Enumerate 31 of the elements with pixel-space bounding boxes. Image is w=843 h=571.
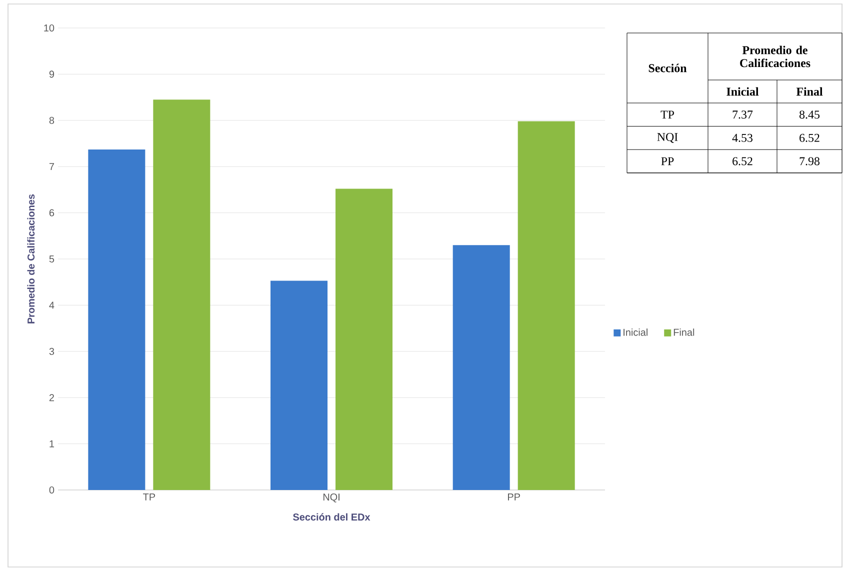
text: Inicial — [726, 87, 759, 96]
y-tick-label: 4 — [49, 302, 54, 309]
text: 7.37 — [732, 110, 753, 119]
legend-label: Final — [674, 328, 694, 336]
text: 4.53 — [732, 134, 752, 142]
legend-label: Inicial — [624, 328, 648, 336]
y-tick-label: 1 — [50, 440, 54, 448]
y-tick-label: 6 — [49, 209, 54, 216]
y-tick-label: 0 — [49, 486, 54, 494]
text: 6.52 — [732, 157, 752, 166]
y-tick-label: 10 — [44, 24, 54, 32]
text: Sección — [648, 64, 687, 72]
x-tick-label: NQI — [323, 494, 340, 502]
x-tick-label: TP — [143, 494, 156, 500]
y-tick-label: 2 — [49, 394, 54, 402]
text: Final — [796, 87, 823, 96]
text: 7.98 — [800, 157, 820, 166]
y-tick-label: 9 — [49, 70, 54, 78]
category-label: PP — [661, 157, 674, 166]
text: 8.45 — [799, 110, 820, 119]
y-tick-label: 5 — [49, 256, 54, 262]
category-label: NQI — [657, 133, 678, 143]
x-axis-title: Sección del EDx — [293, 513, 370, 521]
text: Promedio de Calificaciones — [740, 46, 810, 68]
category-label: TP — [660, 110, 674, 119]
text: 6.52 — [800, 134, 820, 142]
y-tick-label: 7 — [49, 163, 54, 170]
y-tick-label: 3 — [49, 348, 54, 355]
y-axis-title: Promedio de Calificaciones — [27, 194, 35, 324]
y-tick-label: 8 — [49, 116, 54, 124]
x-tick-label: PP — [508, 494, 520, 500]
